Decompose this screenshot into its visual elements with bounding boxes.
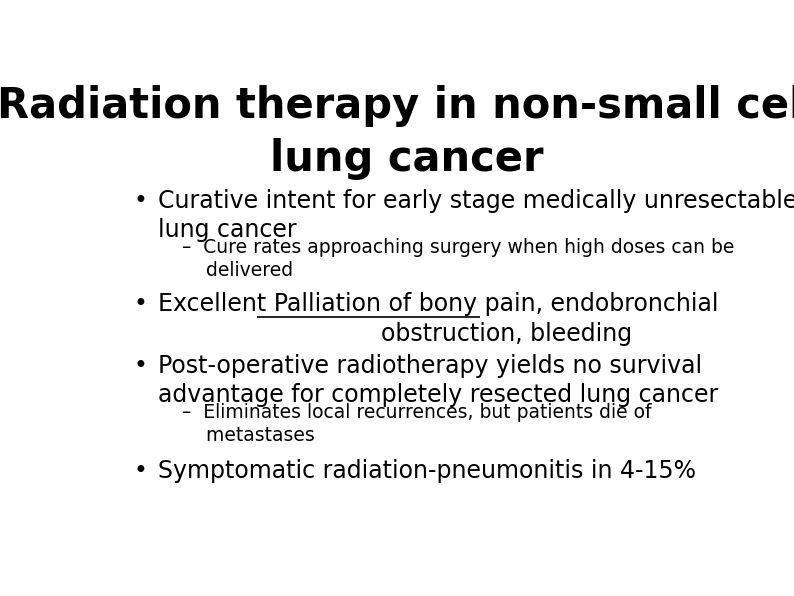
Text: –  Eliminates local recurrences, but patients die of
    metastases: – Eliminates local recurrences, but pati…: [183, 403, 652, 445]
Text: –  Cure rates approaching surgery when high doses can be
    delivered: – Cure rates approaching surgery when hi…: [183, 238, 734, 280]
Text: of bony pain, endobronchial
obstruction, bleeding: of bony pain, endobronchial obstruction,…: [380, 292, 719, 346]
Text: Excellent Palliation: Excellent Palliation: [158, 292, 380, 316]
Text: Post-operative radiotherapy yields no survival
advantage for completely resected: Post-operative radiotherapy yields no su…: [158, 354, 718, 408]
Text: •: •: [133, 460, 147, 483]
Text: Radiation therapy in non-small cell: Radiation therapy in non-small cell: [0, 85, 794, 128]
Text: lung cancer: lung cancer: [270, 138, 544, 180]
Text: •: •: [133, 188, 147, 213]
Text: Symptomatic radiation-pneumonitis in 4-15%: Symptomatic radiation-pneumonitis in 4-1…: [158, 460, 696, 483]
Text: •: •: [133, 292, 147, 316]
Text: •: •: [133, 354, 147, 378]
Text: Curative intent for early stage medically unresectable
lung cancer: Curative intent for early stage medicall…: [158, 188, 794, 242]
